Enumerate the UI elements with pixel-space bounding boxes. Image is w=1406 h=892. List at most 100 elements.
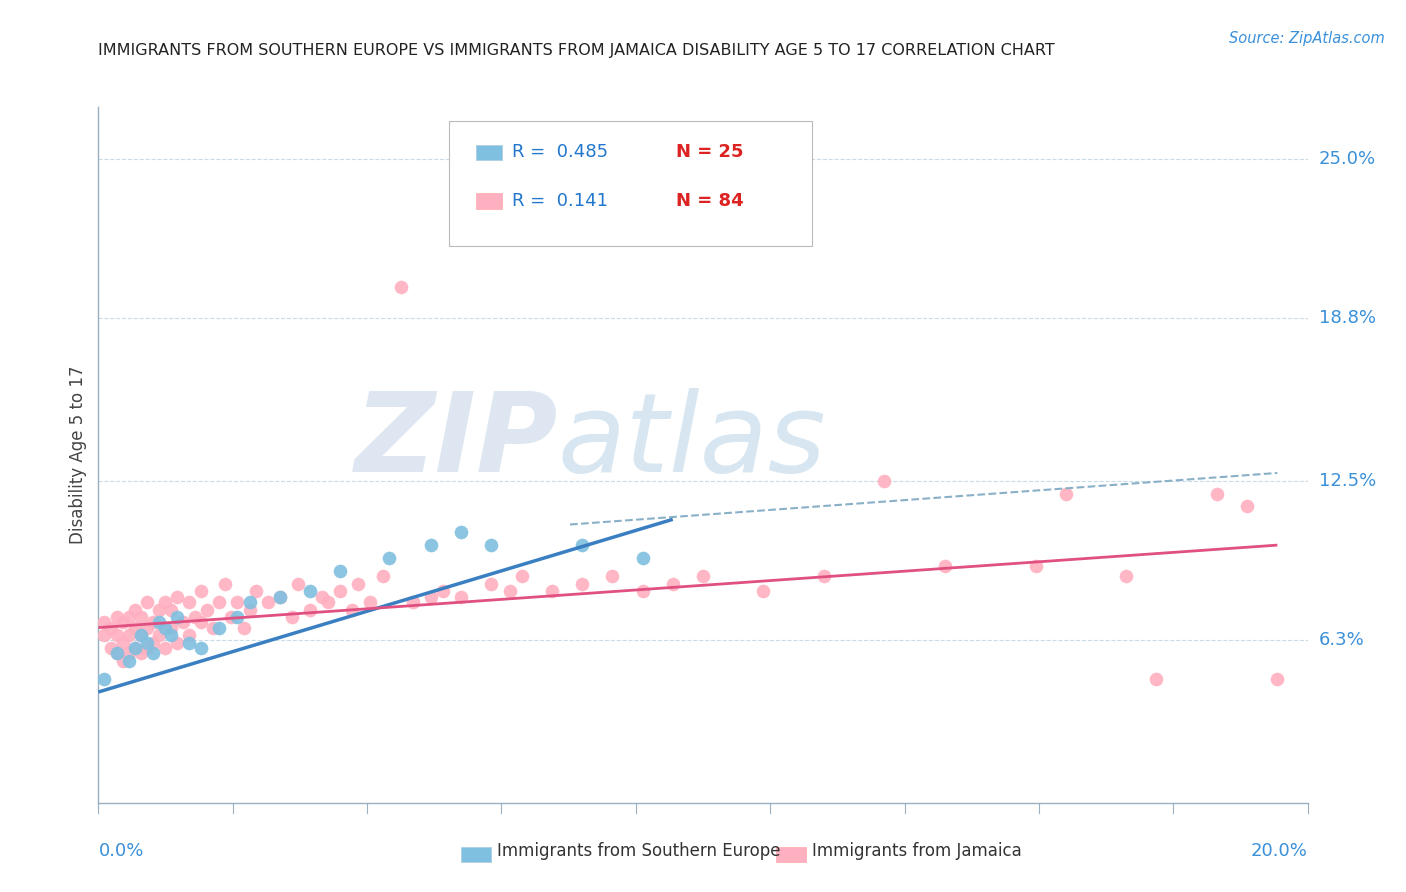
Point — [195, 602, 218, 616]
Point — [1206, 486, 1229, 500]
Point — [510, 569, 533, 583]
Point — [153, 641, 176, 656]
Point — [661, 576, 683, 591]
Point — [129, 610, 152, 624]
Point — [342, 602, 364, 616]
Point — [135, 621, 157, 635]
Point — [934, 558, 956, 573]
Point — [419, 538, 441, 552]
Point — [124, 641, 146, 656]
Point — [160, 628, 183, 642]
Text: 25.0%: 25.0% — [1319, 150, 1376, 168]
Point — [177, 595, 201, 609]
Point — [360, 595, 382, 609]
Text: N = 25: N = 25 — [676, 144, 744, 161]
Point — [481, 576, 503, 591]
Point — [118, 628, 141, 642]
Point — [166, 636, 188, 650]
Point — [105, 610, 128, 624]
Bar — [461, 847, 492, 862]
Y-axis label: Disability Age 5 to 17: Disability Age 5 to 17 — [69, 366, 87, 544]
Point — [153, 595, 176, 609]
Text: IMMIGRANTS FROM SOUTHERN EUROPE VS IMMIGRANTS FROM JAMAICA DISABILITY AGE 5 TO 1: IMMIGRANTS FROM SOUTHERN EUROPE VS IMMIG… — [98, 43, 1054, 58]
Point — [93, 615, 115, 630]
Point — [245, 584, 267, 599]
Point — [813, 569, 835, 583]
Point — [111, 615, 134, 630]
Point — [299, 584, 322, 599]
Point — [419, 590, 441, 604]
Text: ZIP: ZIP — [354, 387, 558, 494]
Bar — [475, 145, 502, 160]
Text: atlas: atlas — [558, 387, 827, 494]
Point — [105, 646, 128, 660]
Point — [221, 610, 243, 624]
Text: 20.0%: 20.0% — [1251, 842, 1308, 860]
Point — [287, 576, 309, 591]
Point — [226, 595, 249, 609]
Text: 6.3%: 6.3% — [1319, 632, 1364, 649]
Bar — [475, 194, 502, 209]
Point — [316, 595, 339, 609]
Point — [142, 615, 165, 630]
Point — [118, 646, 141, 660]
Point — [93, 628, 115, 642]
Text: Immigrants from Southern Europe: Immigrants from Southern Europe — [498, 842, 780, 860]
Point — [166, 610, 188, 624]
Point — [100, 641, 122, 656]
Point — [118, 610, 141, 624]
Point — [481, 538, 503, 552]
Point — [100, 621, 122, 635]
Point — [1144, 672, 1167, 686]
Text: 0.0%: 0.0% — [98, 842, 143, 860]
Point — [148, 615, 170, 630]
Text: R =  0.485: R = 0.485 — [512, 144, 607, 161]
Point — [571, 538, 593, 552]
Point — [631, 551, 654, 566]
Point — [299, 602, 322, 616]
Point — [226, 610, 249, 624]
Point — [172, 615, 194, 630]
Point — [111, 654, 134, 668]
Point — [450, 525, 472, 540]
Point — [571, 576, 593, 591]
Point — [347, 576, 370, 591]
Point — [1024, 558, 1046, 573]
Point — [873, 474, 896, 488]
Point — [129, 628, 152, 642]
Point — [135, 595, 157, 609]
Point — [329, 584, 352, 599]
Point — [148, 628, 170, 642]
Point — [281, 610, 304, 624]
Point — [1236, 500, 1258, 514]
Point — [631, 584, 654, 599]
Point — [190, 641, 212, 656]
Point — [389, 280, 412, 294]
Point — [752, 584, 775, 599]
Point — [540, 584, 562, 599]
Text: 18.8%: 18.8% — [1319, 310, 1375, 327]
Text: R =  0.141: R = 0.141 — [512, 192, 607, 210]
Point — [105, 646, 128, 660]
Point — [129, 646, 152, 660]
Point — [190, 615, 212, 630]
Point — [93, 672, 115, 686]
Point — [166, 590, 188, 604]
Point — [602, 569, 624, 583]
Point — [142, 636, 165, 650]
Point — [371, 569, 394, 583]
Point — [269, 590, 291, 604]
Point — [402, 595, 425, 609]
Point — [111, 636, 134, 650]
Point — [311, 590, 333, 604]
Point — [135, 636, 157, 650]
Text: Source: ZipAtlas.com: Source: ZipAtlas.com — [1229, 31, 1385, 46]
Point — [160, 621, 183, 635]
Point — [177, 636, 201, 650]
Point — [269, 590, 291, 604]
Point — [190, 584, 212, 599]
Point — [232, 621, 254, 635]
Point — [148, 602, 170, 616]
Point — [153, 621, 176, 635]
Point — [432, 584, 454, 599]
